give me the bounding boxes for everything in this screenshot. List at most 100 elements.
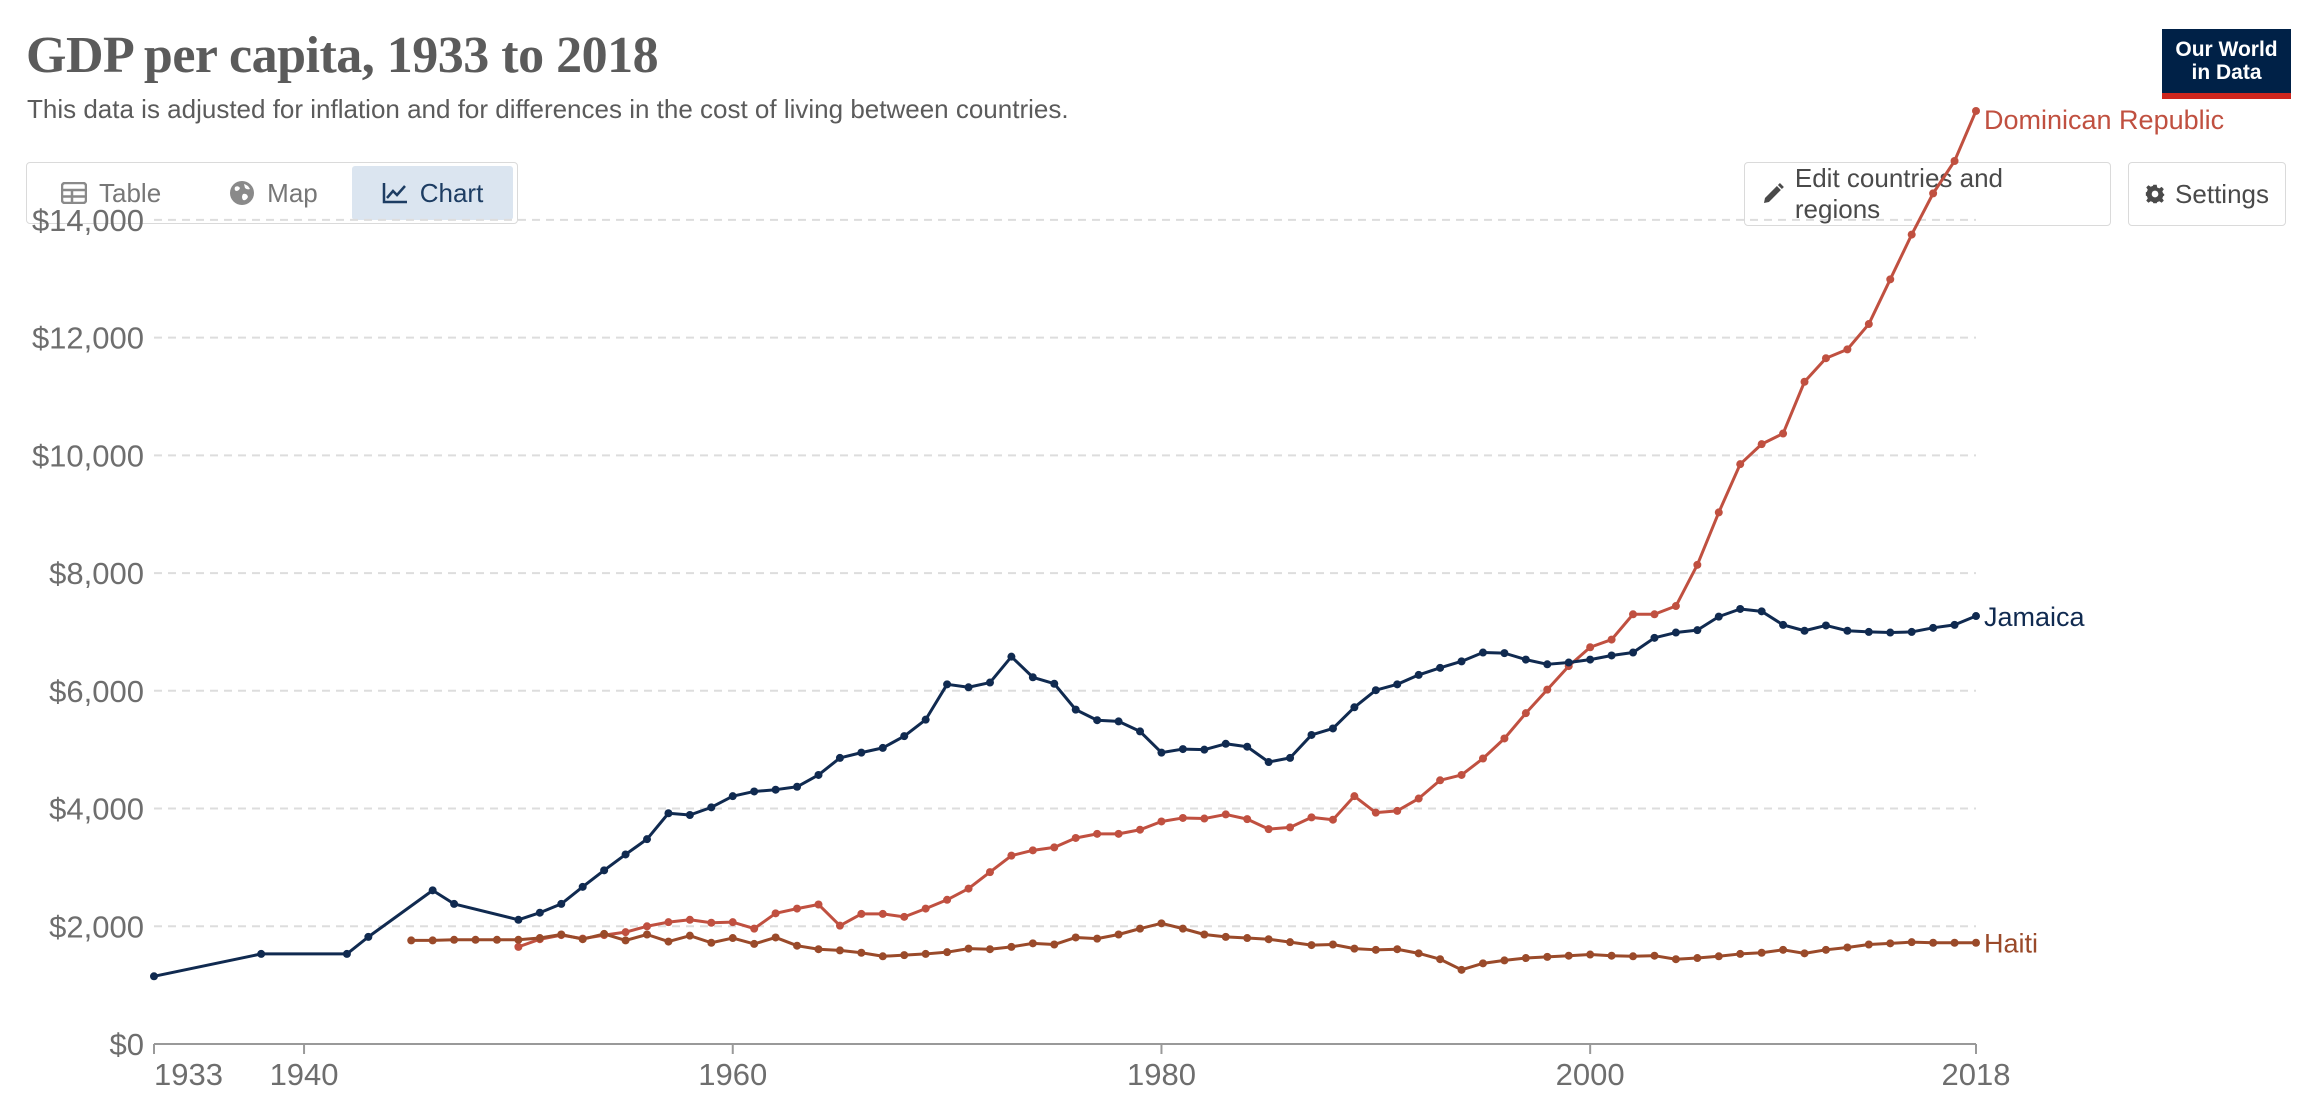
data-point	[1864, 627, 1873, 636]
edit-countries-button[interactable]: Edit countries and regions	[1744, 162, 2111, 226]
data-point	[1950, 157, 1959, 165]
data-point	[1457, 657, 1466, 666]
data-point	[1371, 686, 1380, 695]
data-point	[1393, 680, 1402, 689]
data-point	[1736, 604, 1745, 613]
logo-line1: Our World	[2175, 38, 2278, 61]
view-tabs: Table Map Chart	[26, 162, 518, 224]
data-point	[707, 938, 716, 947]
data-point	[685, 931, 694, 940]
data-point	[814, 945, 823, 954]
data-point	[1371, 808, 1380, 817]
data-point	[964, 683, 973, 692]
data-point	[1178, 745, 1187, 754]
data-point	[1843, 345, 1852, 354]
y-axis-labels: $0 $2,000 $4,000 $6,000 $8,000 $10,000 $12,000…	[32, 203, 144, 1062]
data-point	[1779, 945, 1788, 954]
data-point	[1093, 829, 1102, 838]
series-haiti[interactable]	[407, 919, 1980, 974]
data-point	[1886, 275, 1895, 284]
y-tick-label: $10,000	[32, 438, 144, 473]
data-point	[985, 678, 994, 687]
data-point	[943, 680, 952, 689]
data-point	[428, 936, 437, 945]
data-point	[1671, 955, 1680, 964]
data-point	[1178, 924, 1187, 933]
data-point	[728, 918, 737, 927]
series-jamaica[interactable]	[150, 604, 1980, 981]
data-point	[1543, 685, 1552, 694]
data-point	[1328, 815, 1337, 824]
data-point	[578, 882, 587, 891]
tab-map[interactable]: Map	[199, 166, 348, 220]
data-point	[1307, 730, 1316, 739]
logo-line2: in Data	[2191, 61, 2262, 84]
tab-table[interactable]: Table	[31, 166, 191, 220]
data-point	[814, 900, 823, 909]
data-point	[878, 743, 887, 752]
gear-icon	[2145, 184, 2165, 204]
data-point	[857, 948, 866, 957]
data-point	[1650, 951, 1659, 960]
data-point	[1457, 770, 1466, 779]
data-point	[1071, 933, 1080, 942]
data-point	[771, 909, 780, 918]
data-point	[1500, 956, 1509, 965]
data-point	[793, 941, 802, 950]
data-point	[921, 904, 930, 913]
data-point	[407, 936, 416, 945]
y-tick-label: $4,000	[49, 792, 144, 827]
data-point	[1136, 924, 1145, 933]
data-point	[1607, 635, 1616, 644]
data-point	[1800, 377, 1809, 386]
data-point	[1436, 776, 1445, 785]
data-point	[1371, 945, 1380, 954]
data-point	[1907, 230, 1916, 239]
data-point	[1650, 610, 1659, 619]
data-point	[1136, 825, 1145, 834]
data-point	[750, 939, 759, 948]
data-point	[814, 770, 823, 779]
data-point	[557, 899, 566, 908]
data-point	[643, 835, 652, 844]
data-point	[600, 929, 609, 938]
data-point	[1736, 460, 1745, 469]
tab-table-label: Table	[99, 177, 162, 208]
data-point	[1821, 354, 1830, 363]
data-point	[878, 952, 887, 961]
data-point	[1436, 955, 1445, 964]
series-dominican-republic[interactable]	[514, 106, 1980, 951]
data-point	[621, 850, 630, 859]
data-point	[900, 951, 909, 960]
data-point	[728, 934, 737, 943]
data-point	[1500, 734, 1509, 743]
data-point	[1007, 942, 1016, 951]
data-point	[471, 935, 480, 944]
data-point	[1521, 655, 1530, 664]
data-point	[1950, 938, 1959, 947]
data-point	[750, 924, 759, 933]
data-point	[1157, 919, 1166, 928]
data-point	[1671, 628, 1680, 637]
data-point	[428, 886, 437, 895]
data-point	[1221, 932, 1230, 941]
data-point	[1800, 626, 1809, 635]
data-point	[1328, 724, 1337, 733]
data-point	[1457, 965, 1466, 974]
data-point	[1071, 705, 1080, 714]
series-line	[153, 607, 1977, 978]
data-point	[1972, 612, 1980, 621]
tab-chart[interactable]: Chart	[351, 166, 514, 220]
data-point	[1093, 716, 1102, 725]
x-axis: 1933 1940 1960 1980 2000 2018	[153, 1043, 2010, 1092]
data-point	[750, 787, 759, 796]
data-point	[257, 949, 266, 958]
owid-logo[interactable]: Our World in Data	[2162, 29, 2291, 99]
data-point	[1779, 620, 1788, 629]
table-icon	[61, 182, 87, 204]
data-point	[771, 785, 780, 794]
chart-title: GDP per capita, 1933 to 2018	[26, 27, 659, 84]
settings-button[interactable]: Settings	[2128, 162, 2286, 226]
data-point	[1671, 602, 1680, 611]
line-chart-icon	[382, 183, 407, 204]
